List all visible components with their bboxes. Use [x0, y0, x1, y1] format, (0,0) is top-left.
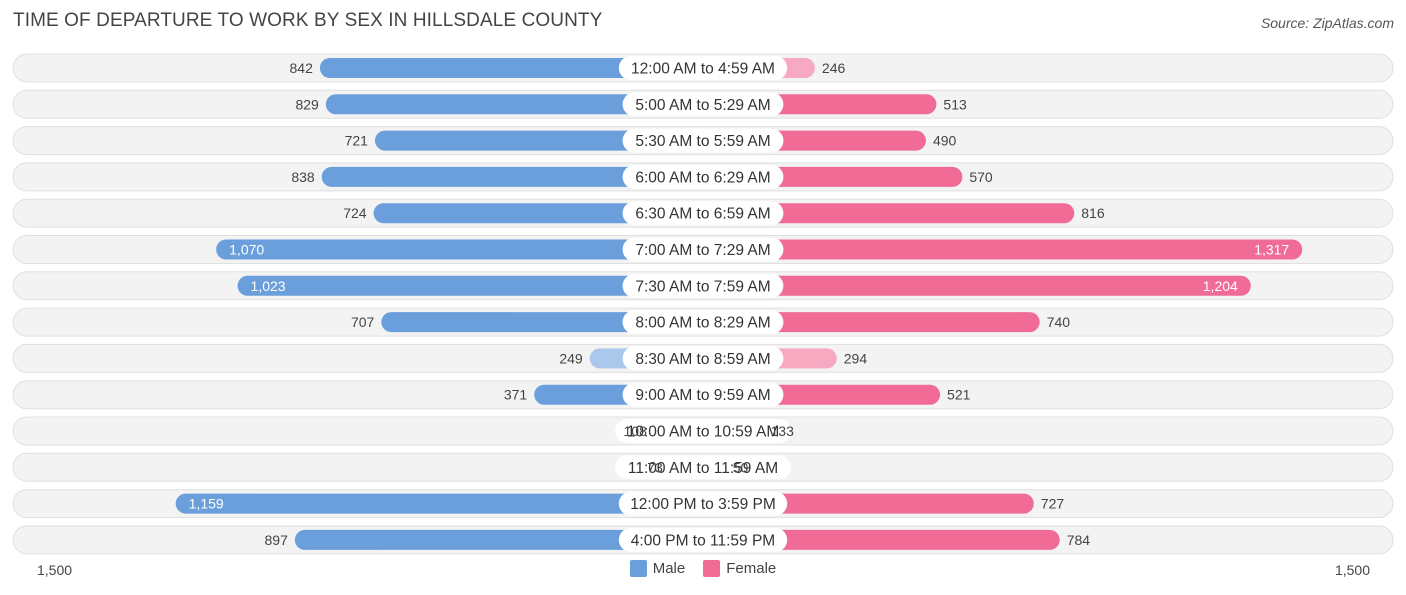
axis-left-label: 1,500: [37, 562, 73, 578]
female-bar: [693, 203, 1075, 224]
female-value-label: 740: [1047, 314, 1071, 330]
category-pill: [622, 237, 784, 262]
category-label: 7:00 AM to 7:29 AM: [635, 242, 770, 259]
category-label: 12:00 AM to 4:59 AM: [631, 61, 775, 78]
category-label: 5:30 AM to 5:59 AM: [635, 133, 770, 150]
male-bar: [325, 94, 713, 115]
category-label: 7:30 AM to 7:59 AM: [635, 278, 770, 295]
female-value-label: 784: [1067, 532, 1091, 548]
male-value-label: 707: [351, 314, 375, 330]
category-label: 8:00 AM to 8:29 AM: [635, 315, 770, 332]
category-label: 9:00 AM to 9:59 AM: [635, 387, 770, 404]
category-pill: [615, 455, 791, 480]
legend-item-female[interactable]: Female: [703, 560, 776, 577]
female-value-label: 133: [771, 423, 795, 439]
chart-title: TIME OF DEPARTURE TO WORK BY SEX IN HILL…: [13, 10, 603, 31]
male-bar: [175, 493, 713, 514]
male-value-label: 842: [290, 60, 314, 76]
female-value-label: 1,204: [1203, 278, 1238, 294]
female-value-label: 1,317: [1254, 242, 1289, 258]
male-value-label: 1,159: [189, 496, 224, 512]
category-pill: [622, 128, 784, 153]
female-value-label: 294: [844, 350, 868, 366]
female-value-label: 246: [822, 60, 846, 76]
female-value-label: 816: [1081, 205, 1105, 221]
category-pill: [618, 56, 788, 80]
male-value-label: 371: [504, 387, 528, 403]
category-pill: [622, 92, 784, 117]
male-value-label: 108: [624, 423, 648, 439]
category-pill: [618, 491, 788, 516]
male-bar: [319, 58, 713, 78]
category-label: 5:00 AM to 5:29 AM: [635, 97, 770, 114]
category-label: 11:00 AM to 11:59 AM: [628, 460, 778, 477]
male-value-label: 724: [343, 205, 367, 221]
category-pill: [622, 310, 784, 335]
category-label: 8:30 AM to 8:59 AM: [635, 351, 770, 368]
female-value-label: 521: [947, 387, 971, 403]
female-value-label: 570: [969, 169, 993, 185]
category-label: 10:00 AM to 10:59 AM: [627, 424, 780, 441]
male-value-label: 249: [559, 350, 583, 366]
female-value-label: 50: [733, 459, 749, 475]
male-bar: [216, 239, 713, 260]
category-pill: [618, 527, 788, 552]
category-label: 6:30 AM to 6:59 AM: [635, 206, 770, 223]
category-pill: [615, 419, 791, 443]
male-value-label: 829: [295, 96, 319, 112]
category-pill: [622, 382, 784, 407]
category-pill: [622, 346, 784, 371]
male-swatch: [629, 560, 647, 577]
legend-male-label: Male: [652, 560, 686, 577]
category-label: 4:00 PM to 11:59 PM: [631, 532, 775, 549]
female-value-label: 490: [933, 133, 957, 149]
legend-item-male[interactable]: Male: [629, 560, 686, 577]
male-bar: [237, 275, 713, 296]
male-bar: [321, 166, 713, 187]
female-swatch: [703, 560, 721, 577]
category-label: 6:00 AM to 6:29 AM: [635, 169, 770, 186]
male-value-label: 897: [265, 532, 289, 548]
female-bar: [693, 239, 1303, 260]
legend: Male Female: [0, 560, 1406, 577]
legend-female-label: Female: [726, 560, 777, 577]
female-bar: [693, 275, 1251, 296]
male-value-label: 1,070: [229, 242, 264, 258]
category-pill: [622, 164, 784, 189]
category-pill: [622, 273, 784, 298]
female-value-label: 727: [1041, 496, 1065, 512]
male-bar: [294, 529, 713, 550]
male-value-label: 721: [345, 133, 369, 149]
male-value-label: 838: [291, 169, 315, 185]
category-pill: [622, 201, 784, 226]
axis-right-label: 1,500: [1334, 562, 1370, 578]
male-value-label: 73: [647, 459, 663, 475]
source-label: Source: ZipAtlas.com: [1260, 15, 1394, 31]
female-value-label: 513: [943, 96, 967, 112]
category-label: 12:00 PM to 3:59 PM: [630, 496, 776, 513]
male-value-label: 1,023: [251, 278, 286, 294]
